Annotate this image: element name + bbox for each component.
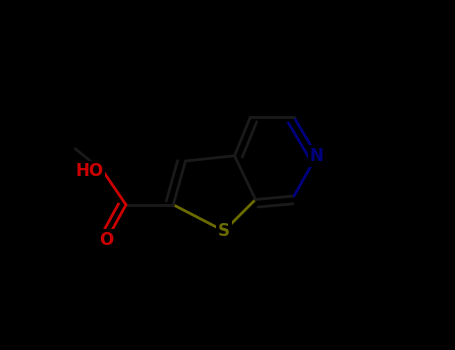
Text: N: N (310, 147, 324, 165)
Text: HO: HO (75, 162, 103, 181)
Text: O: O (100, 231, 114, 249)
Text: S: S (218, 222, 230, 240)
